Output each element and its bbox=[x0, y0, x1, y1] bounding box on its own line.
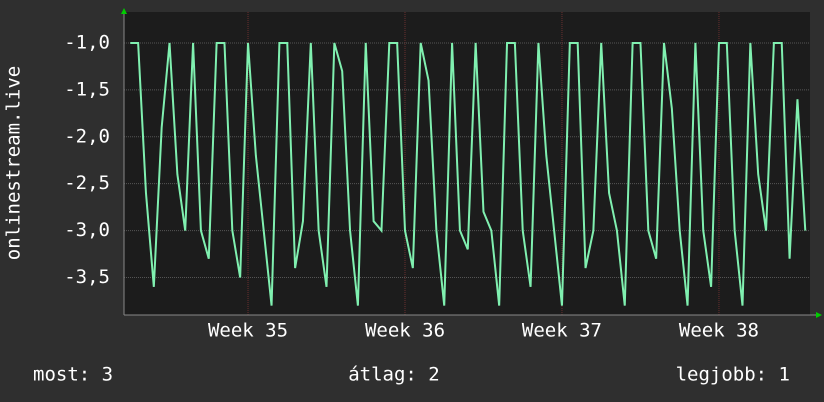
x-tick-label: Week 36 bbox=[365, 320, 445, 342]
stat-best: legjobb: 1 bbox=[676, 364, 790, 386]
y-arrow bbox=[121, 8, 127, 14]
x-tick-label: Week 37 bbox=[522, 320, 602, 342]
y-axis-label: onlinestream.live bbox=[3, 66, 25, 260]
stat-average: átlag: 2 bbox=[348, 364, 440, 386]
y-tick-label: -1,0 bbox=[64, 31, 110, 53]
y-tick-label: -2,5 bbox=[64, 172, 110, 194]
y-tick-label: -2,0 bbox=[64, 125, 110, 147]
x-arrow bbox=[816, 312, 822, 318]
y-tick-label: -1,5 bbox=[64, 78, 110, 100]
stat-current: most: 3 bbox=[33, 364, 113, 386]
x-tick-label: Week 38 bbox=[679, 320, 759, 342]
y-tick-label: -3,5 bbox=[64, 266, 110, 288]
plot-area bbox=[124, 12, 810, 315]
y-tick-label: -3,0 bbox=[64, 219, 110, 241]
series-line bbox=[130, 41, 807, 306]
x-tick-label: Week 35 bbox=[208, 320, 288, 342]
